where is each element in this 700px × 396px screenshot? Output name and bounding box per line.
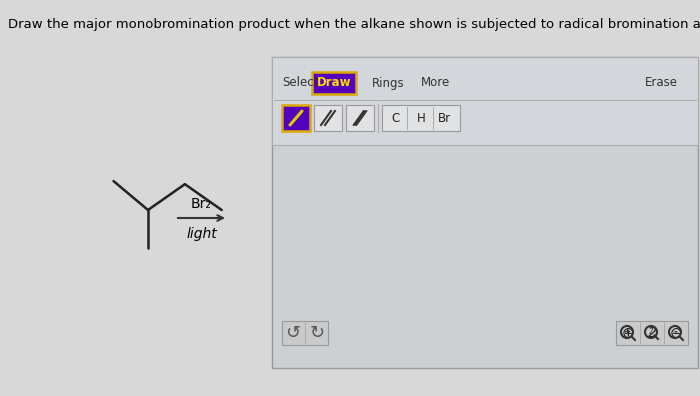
Text: C: C xyxy=(391,112,399,124)
Bar xyxy=(312,72,356,94)
Bar xyxy=(282,105,310,131)
Text: Br₂: Br₂ xyxy=(191,197,212,211)
Text: H: H xyxy=(416,112,426,124)
Bar xyxy=(272,57,698,145)
Text: +: + xyxy=(624,327,631,337)
Bar xyxy=(616,321,688,345)
Text: 2: 2 xyxy=(649,327,653,337)
Text: ⊕: ⊕ xyxy=(622,326,634,341)
Text: Select: Select xyxy=(282,76,318,89)
Bar xyxy=(382,105,460,131)
Text: 2: 2 xyxy=(648,326,657,340)
Bar xyxy=(346,105,374,131)
Text: -: - xyxy=(673,327,677,337)
Bar xyxy=(282,321,328,345)
Text: ⊖: ⊖ xyxy=(670,326,682,341)
Text: light: light xyxy=(186,227,217,241)
Text: Draw the major monobromination product when the alkane shown is subjected to rad: Draw the major monobromination product w… xyxy=(8,18,700,31)
Text: ↺: ↺ xyxy=(286,324,300,342)
Text: Br: Br xyxy=(438,112,451,124)
Text: More: More xyxy=(421,76,449,89)
Text: ↻: ↻ xyxy=(309,324,325,342)
Text: Erase: Erase xyxy=(645,76,678,89)
Text: Draw: Draw xyxy=(316,76,351,89)
Text: Rings: Rings xyxy=(372,76,405,89)
Bar xyxy=(272,57,698,368)
Bar xyxy=(314,105,342,131)
